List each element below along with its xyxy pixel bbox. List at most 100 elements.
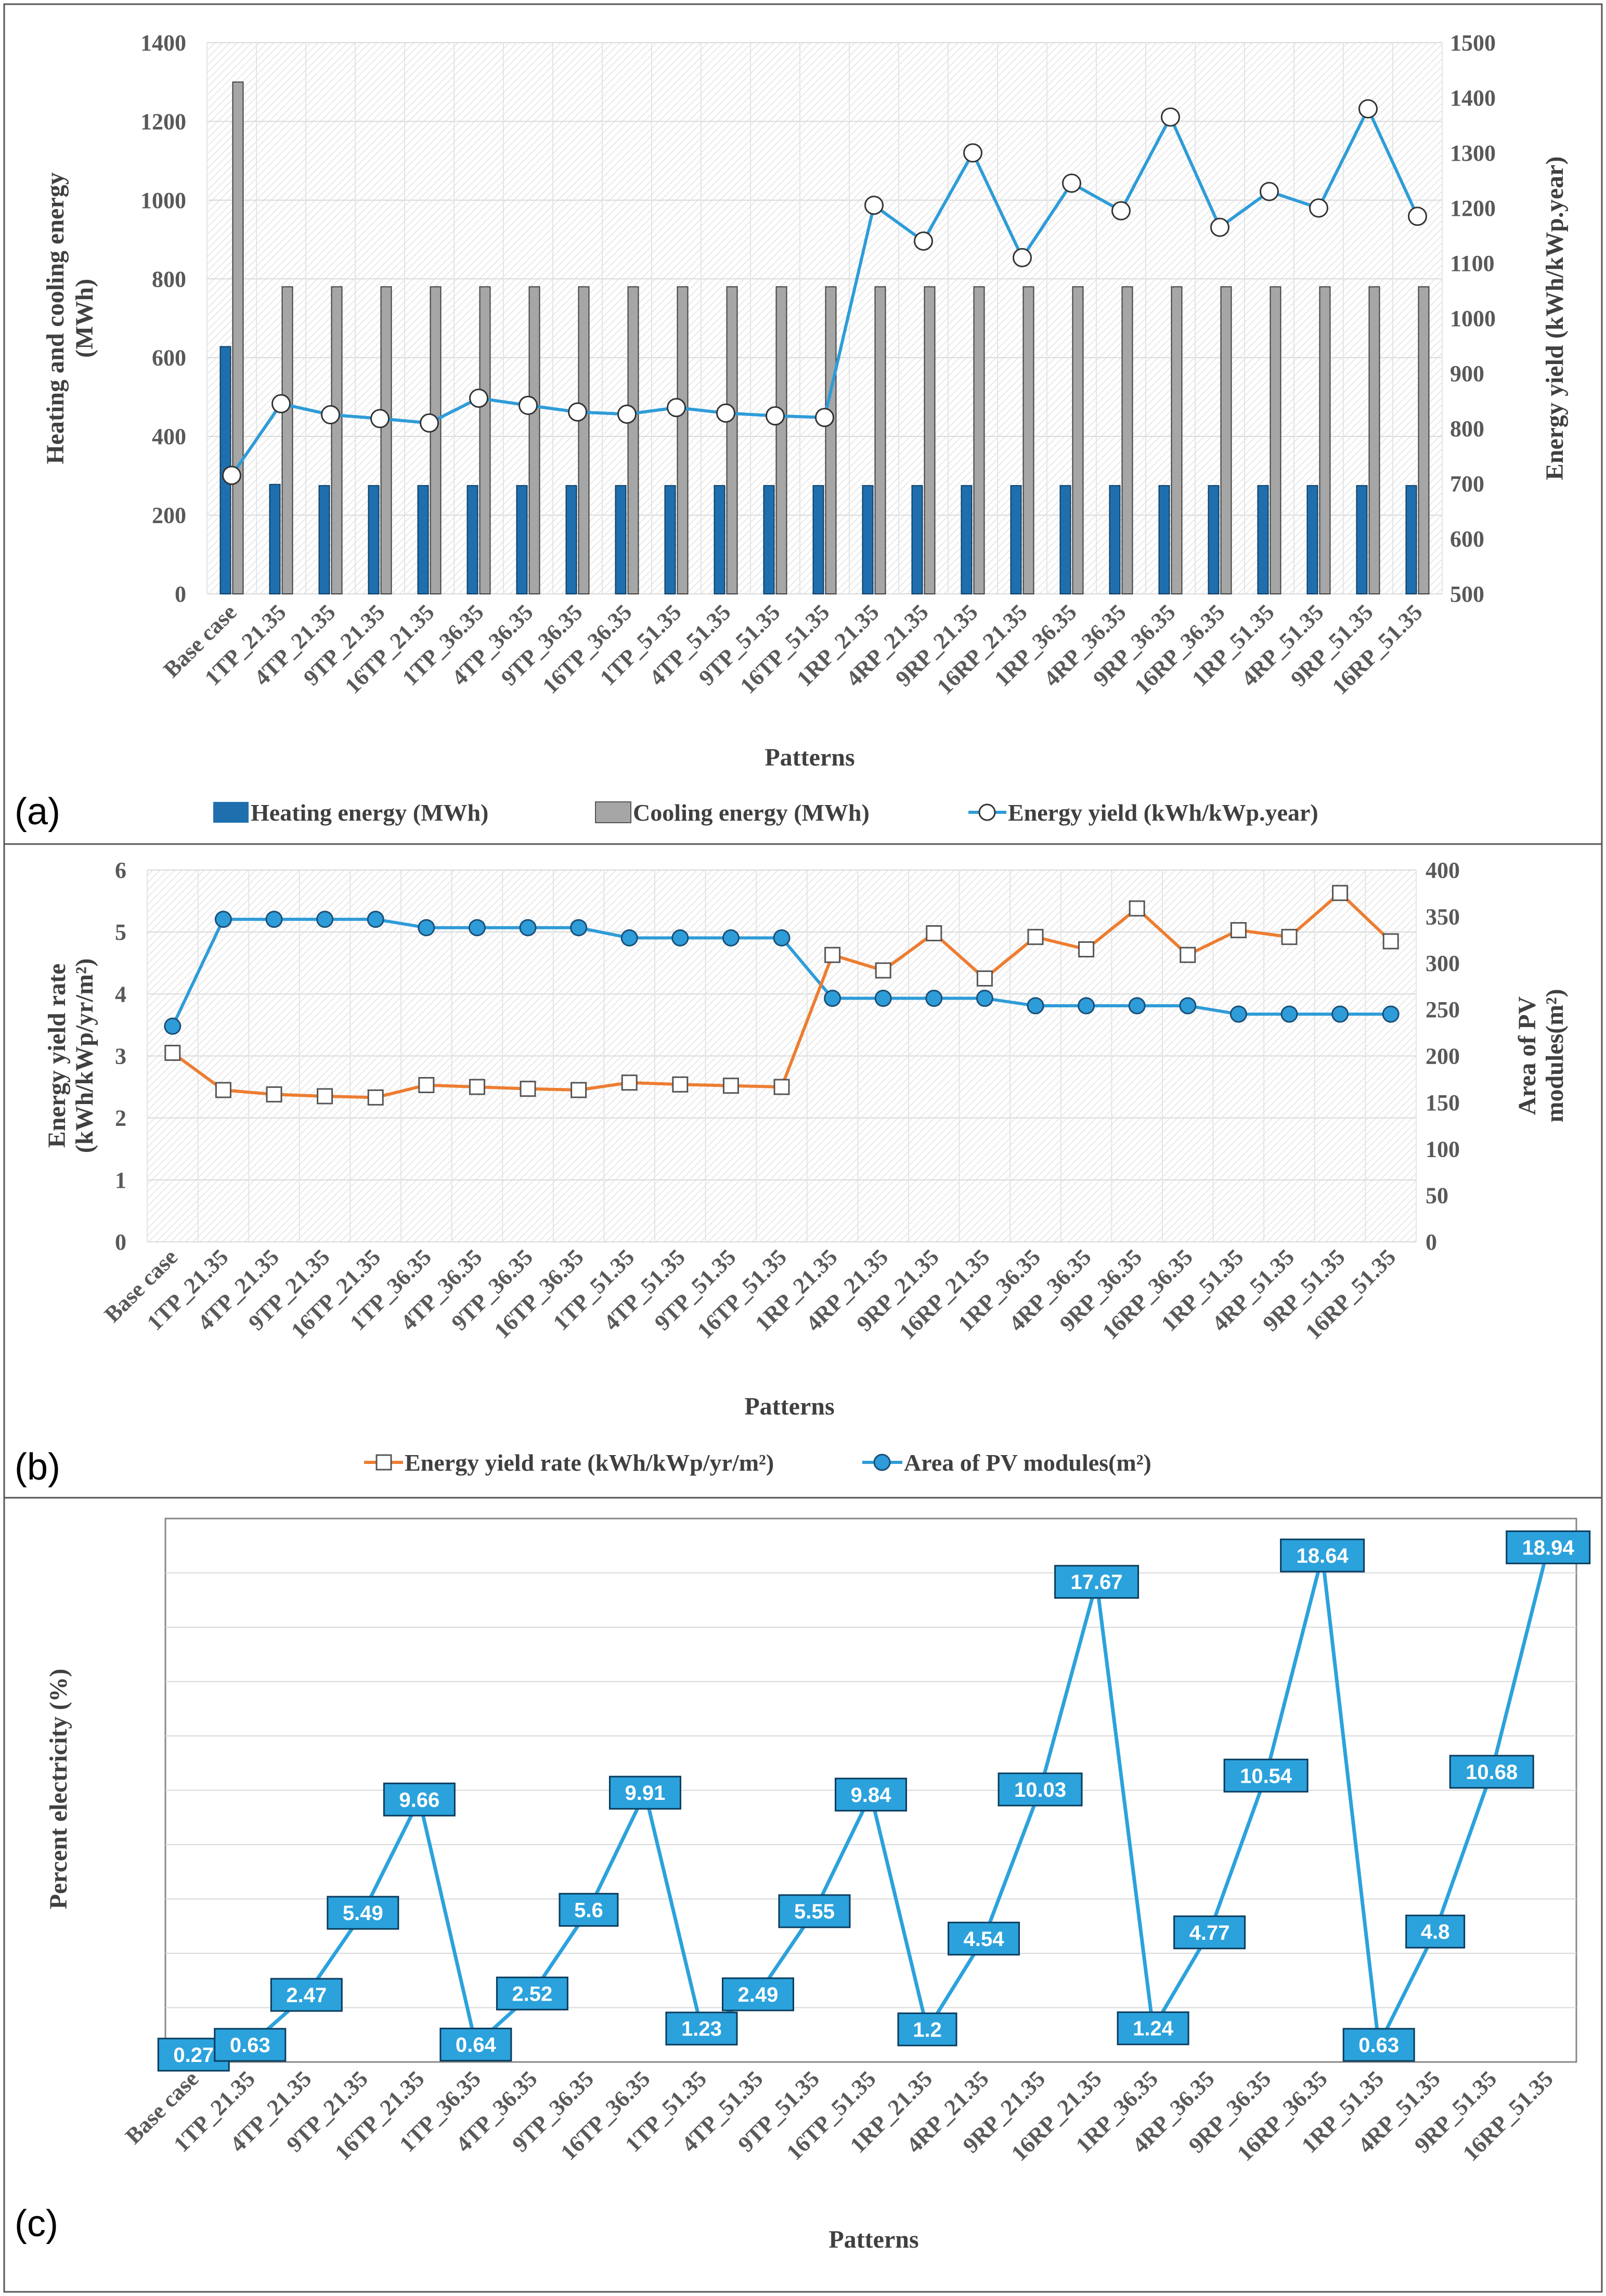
area-point xyxy=(164,1017,182,1035)
cooling-bar xyxy=(1220,286,1232,594)
cooling-bar xyxy=(528,286,540,594)
panel-c-ylabel: Percent electricity (%) xyxy=(45,1669,72,1910)
energy-yield-point xyxy=(766,406,785,426)
data-label-box xyxy=(559,1892,619,1927)
data-label-box xyxy=(496,1976,568,2010)
rate-point xyxy=(317,1088,333,1105)
y2-tick-label: 1500 xyxy=(1450,30,1496,56)
y2-tick-label: 1400 xyxy=(1450,85,1496,111)
energy-yield-point xyxy=(1309,198,1328,218)
panel-b-y2label-line1: Area of PV xyxy=(1513,996,1541,1115)
data-label-box xyxy=(998,1772,1083,1807)
heating-bar xyxy=(565,485,577,594)
rate-point xyxy=(520,1081,536,1097)
heating-bar xyxy=(1158,485,1170,594)
rate-point xyxy=(621,1074,638,1091)
panel-a-label: (a) xyxy=(15,791,60,833)
rate-point xyxy=(1332,885,1349,901)
cooling-bar xyxy=(479,286,491,594)
rate-point xyxy=(1382,933,1399,950)
area-point xyxy=(722,929,740,946)
data-label-box xyxy=(1449,1755,1534,1789)
area-point xyxy=(1229,1005,1247,1023)
rate-point xyxy=(926,925,942,942)
area-point xyxy=(620,929,638,946)
data-label-box xyxy=(439,2028,512,2062)
cooling-bar xyxy=(331,286,343,594)
rate-point xyxy=(1281,929,1298,945)
heating-bar xyxy=(763,485,775,594)
data-label-box xyxy=(270,1978,343,2012)
y2-tick-label: 600 xyxy=(1450,526,1484,552)
y2-tick-label: 900 xyxy=(1450,361,1484,386)
data-label: 0.63 xyxy=(1358,2034,1399,2057)
panel-b-ylabel-line2: (kWh/kWp/yr/m²) xyxy=(71,958,98,1153)
heating-bar xyxy=(269,484,281,594)
rate-point xyxy=(571,1082,587,1098)
data-label-box xyxy=(778,1894,851,1928)
panel-a-ylabel-line2: (MWh) xyxy=(71,279,98,358)
y-tick-label: 5 xyxy=(115,919,126,945)
data-label: 18.94 xyxy=(1522,1536,1575,1559)
area-point xyxy=(1027,997,1044,1015)
y2-tick-label: 350 xyxy=(1426,904,1460,929)
data-label-box xyxy=(1506,1530,1591,1564)
heating-bar xyxy=(714,485,726,594)
data-label: 4.77 xyxy=(1189,1922,1230,1944)
energy-yield-point xyxy=(1062,173,1081,193)
y2-tick-label: 200 xyxy=(1426,1044,1460,1069)
heating-bar xyxy=(1059,485,1071,594)
data-label: 4.8 xyxy=(1421,1921,1450,1943)
y2-tick-label: 1300 xyxy=(1450,140,1496,166)
legend-heating-swatch xyxy=(213,802,249,823)
data-label-box xyxy=(1342,2028,1415,2062)
heating-bar xyxy=(664,485,676,594)
cooling-bar xyxy=(380,286,392,594)
heating-bar xyxy=(1010,485,1022,594)
energy-yield-point xyxy=(1111,201,1131,220)
heating-bar xyxy=(961,485,973,594)
y-tick-label: 3 xyxy=(115,1044,126,1069)
energy-yield-point xyxy=(321,405,340,424)
data-label-box xyxy=(1405,1914,1466,1949)
cooling-bar xyxy=(677,286,689,594)
rate-point xyxy=(367,1089,384,1106)
rate-point xyxy=(1180,946,1196,963)
panel-c-data-labels: 0.27 0.63 2.47 5.49 9.66 0.64 2.52 5.6 9.91 1.23 2… xyxy=(157,1530,1591,2072)
rate-point xyxy=(1027,929,1044,945)
legend-area-marker xyxy=(873,1454,891,1471)
panel-c-label: (c) xyxy=(15,2203,58,2245)
panel-a-ylabel-line1: Heating and cooling energy xyxy=(42,172,69,464)
data-label: 5.6 xyxy=(574,1899,603,1922)
legend-rate-label: Energy yield rate (kWh/kWp/yr/m²) xyxy=(405,1449,774,1476)
data-label: 4.54 xyxy=(964,1928,1005,1951)
rate-point xyxy=(418,1077,435,1094)
data-label: 9.84 xyxy=(851,1784,892,1807)
energy-yield-point xyxy=(420,413,439,433)
energy-yield-point xyxy=(1013,248,1032,267)
y2-tick-label: 250 xyxy=(1426,997,1460,1022)
heating-bar xyxy=(911,485,923,594)
heating-bar xyxy=(1257,485,1269,594)
y-tick-label: 4 xyxy=(115,981,126,1007)
heating-bar xyxy=(417,485,429,594)
data-label-box xyxy=(1117,2011,1189,2045)
panel-a-right-ticks: 500 600 700 800 900 1000 1100 1200 1300 1400 1500 xyxy=(1450,30,1496,607)
heating-bar xyxy=(1356,485,1368,594)
energy-yield-point xyxy=(370,409,390,429)
data-label-box xyxy=(1054,1565,1139,1599)
data-label: 9.66 xyxy=(399,1788,439,1811)
heating-bar xyxy=(368,485,380,594)
data-label: 5.49 xyxy=(343,1902,383,1925)
cooling-bar xyxy=(775,286,787,594)
cooling-bar xyxy=(1418,286,1430,594)
cooling-bar xyxy=(1368,286,1380,594)
area-point xyxy=(1382,1005,1400,1023)
data-label: 9.91 xyxy=(625,1782,665,1805)
cooling-bar xyxy=(1270,286,1281,594)
energy-yield-point xyxy=(815,408,834,427)
y-tick-label: 800 xyxy=(152,266,186,292)
energy-yield-point xyxy=(222,465,241,485)
heating-bar xyxy=(812,485,824,594)
